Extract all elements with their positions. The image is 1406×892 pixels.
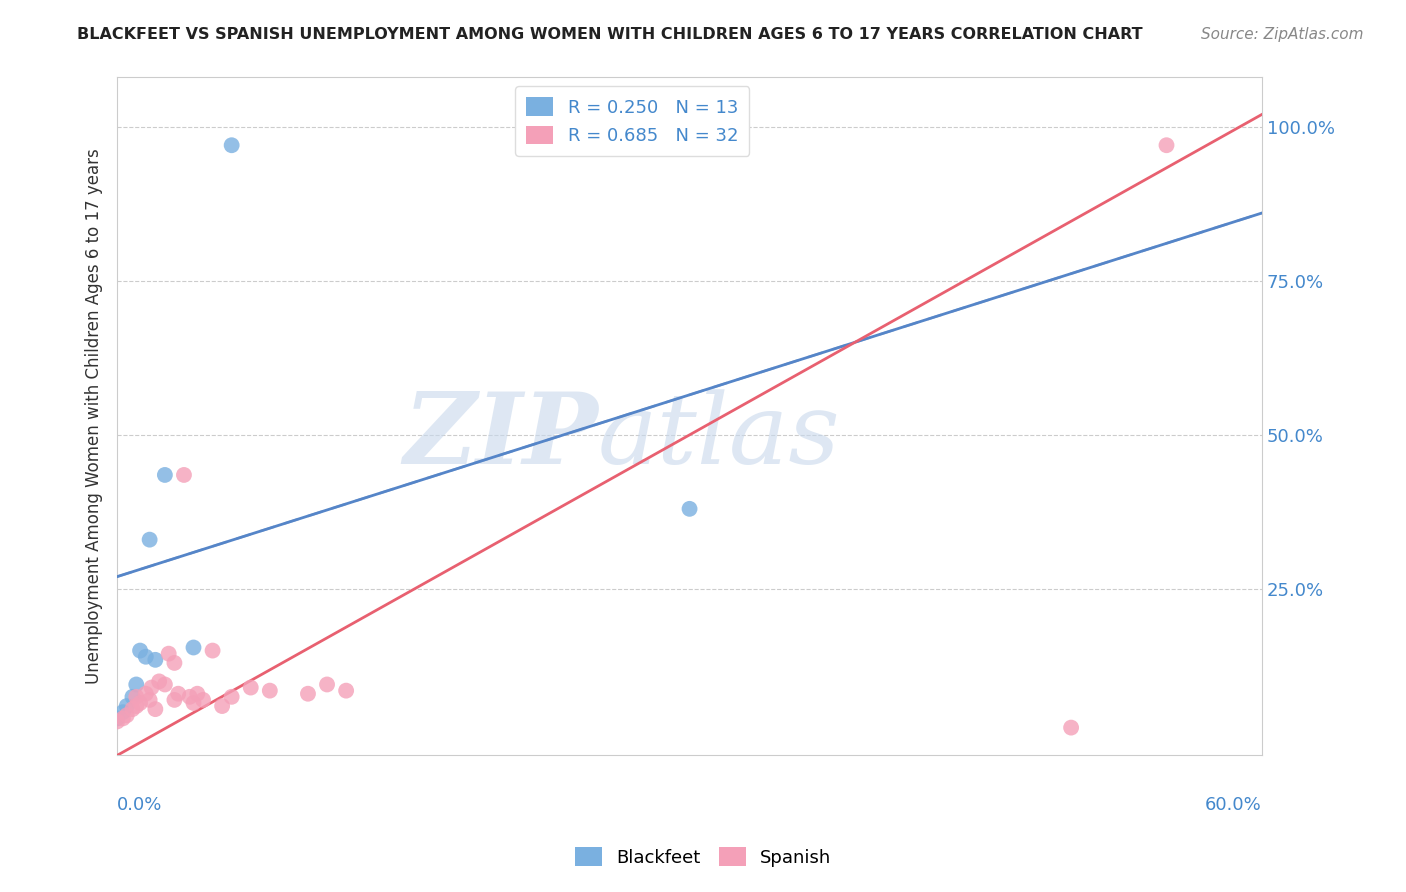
Point xyxy=(211,699,233,714)
Point xyxy=(183,640,205,655)
Y-axis label: Unemployment Among Women with Children Ages 6 to 17 years: Unemployment Among Women with Children A… xyxy=(86,149,103,684)
Point xyxy=(221,690,243,704)
Point xyxy=(105,714,128,729)
Text: 60.0%: 60.0% xyxy=(1205,796,1263,814)
Point xyxy=(316,677,339,691)
Point xyxy=(163,656,186,670)
Point xyxy=(111,705,134,719)
Text: ZIP: ZIP xyxy=(404,389,598,485)
Point xyxy=(201,643,224,657)
Point xyxy=(239,681,262,695)
Text: 0.0%: 0.0% xyxy=(117,796,163,814)
Legend: R = 0.250   N = 13, R = 0.685   N = 32: R = 0.250 N = 13, R = 0.685 N = 32 xyxy=(516,87,749,156)
Point xyxy=(115,699,138,714)
Point xyxy=(148,674,170,689)
Point xyxy=(138,693,160,707)
Point xyxy=(121,690,143,704)
Text: BLACKFEET VS SPANISH UNEMPLOYMENT AMONG WOMEN WITH CHILDREN AGES 6 TO 17 YEARS C: BLACKFEET VS SPANISH UNEMPLOYMENT AMONG … xyxy=(77,27,1143,42)
Point xyxy=(1060,721,1083,735)
Point xyxy=(125,677,148,691)
Point xyxy=(335,683,357,698)
Point xyxy=(179,690,201,704)
Point xyxy=(221,138,243,153)
Legend: Blackfeet, Spanish: Blackfeet, Spanish xyxy=(568,840,838,874)
Point xyxy=(141,681,163,695)
Point xyxy=(115,708,138,723)
Point xyxy=(678,501,700,516)
Text: Source: ZipAtlas.com: Source: ZipAtlas.com xyxy=(1201,27,1364,42)
Point xyxy=(125,690,148,704)
Point xyxy=(183,696,205,710)
Text: atlas: atlas xyxy=(598,389,841,484)
Point xyxy=(297,687,319,701)
Point xyxy=(163,693,186,707)
Point xyxy=(111,711,134,725)
Point xyxy=(125,699,148,714)
Point xyxy=(186,687,208,701)
Point xyxy=(129,696,152,710)
Point xyxy=(143,702,166,716)
Point xyxy=(143,653,166,667)
Point xyxy=(153,677,176,691)
Point xyxy=(138,533,160,547)
Point xyxy=(259,683,281,698)
Point xyxy=(167,687,190,701)
Point xyxy=(121,702,143,716)
Point xyxy=(153,467,176,482)
Point xyxy=(157,647,180,661)
Point xyxy=(1156,138,1178,153)
Point xyxy=(173,467,195,482)
Point xyxy=(135,649,157,664)
Point xyxy=(105,711,128,725)
Point xyxy=(135,687,157,701)
Point xyxy=(129,643,152,657)
Point xyxy=(191,693,214,707)
